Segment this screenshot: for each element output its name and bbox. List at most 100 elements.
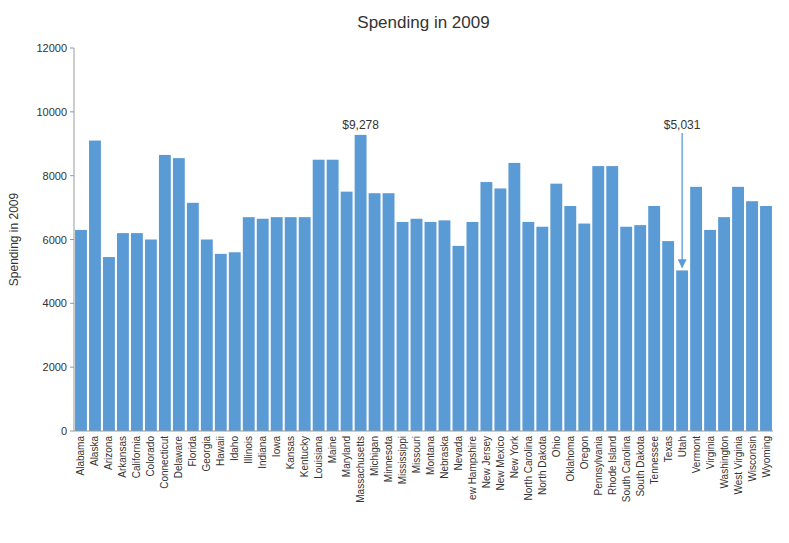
bar (536, 227, 548, 431)
x-tick-label: Hawaii (215, 436, 226, 466)
x-tick-label: South Dakota (635, 436, 646, 497)
x-tick-label: Delaware (173, 436, 184, 479)
bar (341, 192, 353, 431)
bar (564, 206, 576, 431)
bar (425, 222, 437, 431)
x-tick-label: Wisconsin (747, 436, 758, 482)
bar (592, 166, 604, 431)
x-tick-label: Michigan (369, 436, 380, 476)
x-tick-label: South Carolina (621, 436, 632, 503)
bar (411, 219, 423, 431)
bar (215, 254, 227, 431)
bar (145, 240, 157, 432)
bar (522, 222, 534, 431)
bar (327, 160, 339, 431)
x-tick-label: West Virginia (733, 436, 744, 495)
x-tick-label: Kansas (285, 436, 296, 469)
bar (285, 217, 297, 431)
x-tick-label: Tennessee (649, 436, 660, 485)
chart: Spending in 2009Spending in 200902000400… (0, 0, 789, 543)
x-tick-label: Utah (677, 436, 688, 457)
x-tick-label: Maryland (341, 436, 352, 477)
bar (159, 155, 171, 431)
x-tick-label: New Mexico (495, 436, 506, 491)
title: Spending in 2009 (357, 13, 489, 32)
bar (369, 193, 381, 431)
x-tick-label: Oregon (579, 436, 590, 469)
annotation-arrow (681, 133, 682, 268)
bars (75, 135, 772, 431)
x-tick-label: Pennsylvania (593, 436, 604, 496)
x-tick-label: Arkansas (117, 436, 128, 478)
x-tick-label: North Carolina (523, 436, 534, 501)
x-tick-label: Minnesota (383, 436, 394, 483)
bar (313, 160, 325, 431)
x-tick-label: North Dakota (537, 436, 548, 495)
y-tick-label: 4000 (43, 297, 67, 309)
bar (453, 246, 465, 431)
bar (117, 233, 129, 431)
x-tick-label: Nebraska (439, 436, 450, 479)
y-tick-label: 12000 (36, 42, 67, 54)
annotations: $9,278 $5,031 (342, 118, 701, 268)
y-tick (70, 48, 74, 49)
x-tick-label: New Jersey (481, 436, 492, 488)
bar (103, 257, 115, 431)
x-tick-label: Arizona (103, 436, 114, 470)
x-tick-label: Missouri (411, 436, 422, 473)
y-tick (70, 239, 74, 240)
bar (173, 158, 185, 431)
bar (606, 166, 618, 431)
bar (75, 230, 87, 431)
y-axis: 020004000600080001000012000 (36, 42, 74, 437)
bar (89, 141, 101, 431)
x-tick-label: Virginia (705, 436, 716, 470)
x-tick-label: New York (509, 435, 520, 478)
annotation: $9,278 (342, 118, 379, 132)
x-tick-label: Indiana (257, 436, 268, 469)
x-axis-line (74, 431, 773, 432)
x-tick-label: Oklahoma (565, 436, 576, 482)
y-tick (70, 303, 74, 304)
bar (383, 193, 395, 431)
bar (676, 270, 688, 431)
bar (732, 187, 744, 431)
x-tick-label: Rhode Island (607, 436, 618, 495)
bar (550, 184, 562, 431)
annotation: $5,031 (664, 118, 701, 132)
x-tick-label: ew Hampshire (467, 436, 478, 500)
x-tick-label: Wyoming (761, 436, 772, 478)
x-tick-label: Illinois (243, 436, 254, 464)
bar (355, 135, 367, 431)
x-tick-label: Louisiana (313, 436, 324, 479)
x-tick-label: Vermont (691, 436, 702, 473)
bar (187, 203, 199, 431)
bar (578, 224, 590, 431)
x-tick-label: Kentucky (299, 436, 310, 477)
bar (634, 225, 646, 431)
bar (397, 222, 409, 431)
y-tick-label: 0 (61, 425, 67, 437)
x-tick-label: California (131, 436, 142, 479)
x-tick-label: Massachusetts (355, 436, 366, 503)
x-tick-label: Maine (327, 436, 338, 464)
bar (257, 219, 269, 431)
y-tick (70, 111, 74, 112)
x-tick-label: Connecticut (159, 436, 170, 489)
bar (299, 217, 311, 431)
x-tick-label: Mississippi (397, 436, 408, 484)
bar (662, 241, 674, 431)
x-tick-label: Georgia (201, 436, 212, 472)
bar (508, 163, 520, 431)
x-tick-label: Alaska (89, 436, 100, 466)
y-tick-label: 8000 (43, 170, 67, 182)
x-tick-label: Idaho (229, 436, 240, 461)
bar (466, 222, 478, 431)
bar (620, 227, 632, 431)
x-axis: AlabamaAlaskaArizonaArkansasCaliforniaCo… (75, 435, 771, 503)
x-tick-label: Ohio (551, 436, 562, 458)
bar (704, 230, 716, 431)
x-tick-label: Nevada (453, 436, 464, 471)
bar (746, 201, 758, 431)
bar (718, 217, 730, 431)
